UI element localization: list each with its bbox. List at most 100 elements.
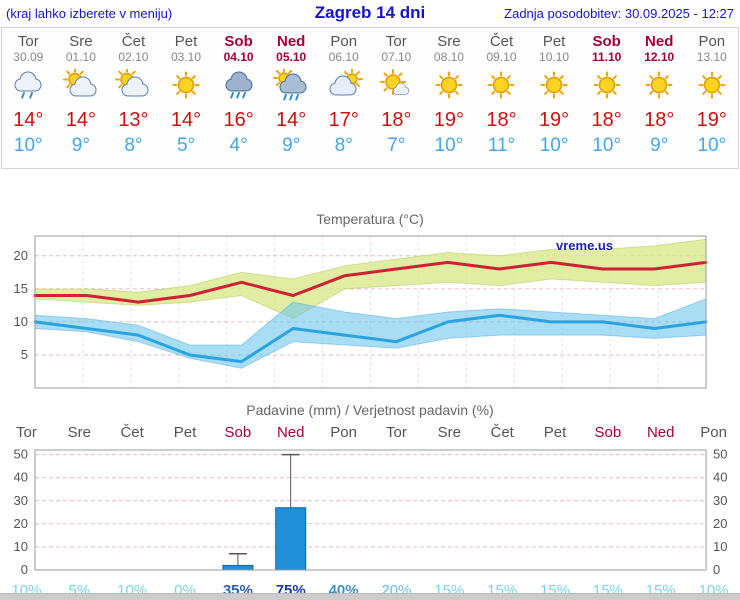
day-max-temp: 14° <box>276 109 307 131</box>
precip-day-label: Sre <box>67 423 91 441</box>
day-max-temp: 18° <box>644 109 675 131</box>
svg-text:40: 40 <box>713 470 727 485</box>
day-date: 06.10 <box>328 50 359 64</box>
day-min-temp: 9° <box>650 135 669 156</box>
day-name: Pet <box>542 33 566 50</box>
day-min-temp: 11° <box>487 135 516 156</box>
day-column-02.10: Čet 02.10 13° 8° <box>107 28 160 168</box>
day-min-temp: 8° <box>124 135 143 156</box>
sun-cloud-icon <box>107 69 160 105</box>
header: (kraj lahko izberete v meniju) Zagreb 14… <box>0 0 740 26</box>
temperature-chart-title: Temperatura (°C) <box>316 211 424 227</box>
day-column-30.09: Tor 30.09 14° 10° <box>2 28 55 168</box>
day-max-temp: 14° <box>65 109 96 131</box>
day-min-temp: 9° <box>71 135 90 156</box>
svg-text:50: 50 <box>14 447 28 462</box>
day-column-07.10: Tor 07.10 18° 7° <box>370 28 423 168</box>
precipitation-chart-section: Padavine (mm) / Verjetnost padavin (%) T… <box>0 400 740 599</box>
day-min-temp: 10° <box>434 135 464 156</box>
svg-text:10: 10 <box>713 539 727 554</box>
sunny-icon <box>528 69 581 105</box>
rain-icon <box>212 69 265 105</box>
temperature-chart-section: Temperatura (°C) 5 10 15 20 vreme.us <box>0 210 740 405</box>
day-max-temp: 19° <box>433 109 465 131</box>
svg-text:10: 10 <box>14 539 28 554</box>
day-date: 30.09 <box>13 50 44 64</box>
day-max-temp: 13° <box>118 109 149 131</box>
precip-day-labels: Tor Sre Čet Pet Sob Ned Pon Tor Sre Čet Pet Sob Ned P… <box>0 420 740 444</box>
day-date: 07.10 <box>381 50 412 64</box>
day-date: 01.10 <box>65 50 96 64</box>
precip-day-label: Sre <box>437 423 461 441</box>
svg-text:15: 15 <box>14 281 28 296</box>
menu-hint-text: (kraj lahko izberete v meniju) <box>6 6 173 21</box>
day-max-temp: 19° <box>538 109 570 131</box>
day-date: 03.10 <box>171 50 202 64</box>
precip-day-label: Tor <box>386 423 407 441</box>
day-max-temp: 17° <box>328 109 359 131</box>
day-column-06.10: Pon 06.10 17° 8° <box>317 28 370 168</box>
day-max-temp: 18° <box>591 109 622 131</box>
day-min-temp: 10° <box>592 135 622 156</box>
svg-text:10: 10 <box>14 314 28 329</box>
page-title: Zagreb 14 dni <box>314 3 426 22</box>
svg-text:5: 5 <box>21 347 28 362</box>
day-min-temp: 9° <box>282 135 301 156</box>
day-name: Pon <box>330 33 358 50</box>
day-min-temp: 10° <box>13 135 43 156</box>
day-column-10.10: Pet 10.10 19° 10° <box>528 28 581 168</box>
sunny-icon <box>633 69 686 105</box>
day-name: Pet <box>174 33 198 50</box>
svg-text:50: 50 <box>713 447 727 462</box>
day-max-temp: 19° <box>696 109 727 131</box>
precipitation-chart: 0 0 10 10 20 20 30 30 40 40 50 50 <box>14 447 728 577</box>
day-min-temp: 10° <box>539 135 569 156</box>
sun-small-cloud-icon <box>370 69 423 105</box>
day-date: 09.10 <box>486 50 517 64</box>
sunny-icon <box>160 69 213 105</box>
svg-text:0: 0 <box>713 562 720 576</box>
precip-day-label: Ned <box>276 423 305 441</box>
precip-day-label: Sob <box>224 423 252 441</box>
last-update-text: Zadnja posodobitev: 30.09.2025 - 12:27 <box>504 6 734 21</box>
sunny-icon <box>475 69 528 105</box>
precipitation-chart-title: Padavine (mm) / Verjetnost padavin (%) <box>246 402 494 418</box>
day-name: Pon <box>698 33 726 50</box>
sunny-icon <box>686 69 739 105</box>
day-date: 12.10 <box>644 50 675 64</box>
temperature-chart: 5 10 15 20 vreme.us <box>14 235 708 389</box>
svg-text:30: 30 <box>14 493 28 508</box>
day-name: Čet <box>121 33 146 50</box>
svg-text:30: 30 <box>713 493 727 508</box>
day-min-temp: 4° <box>229 135 248 156</box>
day-column-09.10: Čet 09.10 18° 11° <box>475 28 528 168</box>
day-min-temp: 5° <box>176 135 196 156</box>
day-date: 13.10 <box>696 50 727 64</box>
watermark: vreme.us <box>556 238 613 253</box>
horizontal-scrollbar[interactable] <box>0 593 740 600</box>
day-name: Sre <box>437 33 461 50</box>
day-date: 02.10 <box>118 50 149 64</box>
precip-day-label: Sob <box>594 423 622 441</box>
precip-day-label: Čet <box>490 423 514 441</box>
day-column-05.10: Ned 05.10 14° 9° <box>265 28 318 168</box>
day-name: Tor <box>385 33 407 50</box>
day-min-temp: 10° <box>697 135 727 156</box>
precip-day-label: Čet <box>120 423 144 441</box>
day-column-04.10: Sob 04.10 16° 4° <box>212 28 265 168</box>
svg-text:0: 0 <box>21 562 28 576</box>
rain-cloud-icon <box>2 69 55 105</box>
day-max-temp: 18° <box>381 109 412 131</box>
precip-day-label: Pet <box>543 423 567 441</box>
day-column-12.10: Ned 12.10 18° 9° <box>633 28 686 168</box>
day-date: 05.10 <box>276 50 307 64</box>
day-min-temp: 7° <box>387 135 406 156</box>
day-column-01.10: Sre 01.10 14° 9° <box>55 28 108 168</box>
day-date: 04.10 <box>223 50 254 64</box>
precip-day-label: Pon <box>330 423 357 441</box>
day-max-temp: 14° <box>170 109 202 131</box>
day-max-temp: 14° <box>13 109 44 131</box>
day-max-temp: 18° <box>486 109 517 131</box>
precip-day-label: Tor <box>16 423 37 441</box>
